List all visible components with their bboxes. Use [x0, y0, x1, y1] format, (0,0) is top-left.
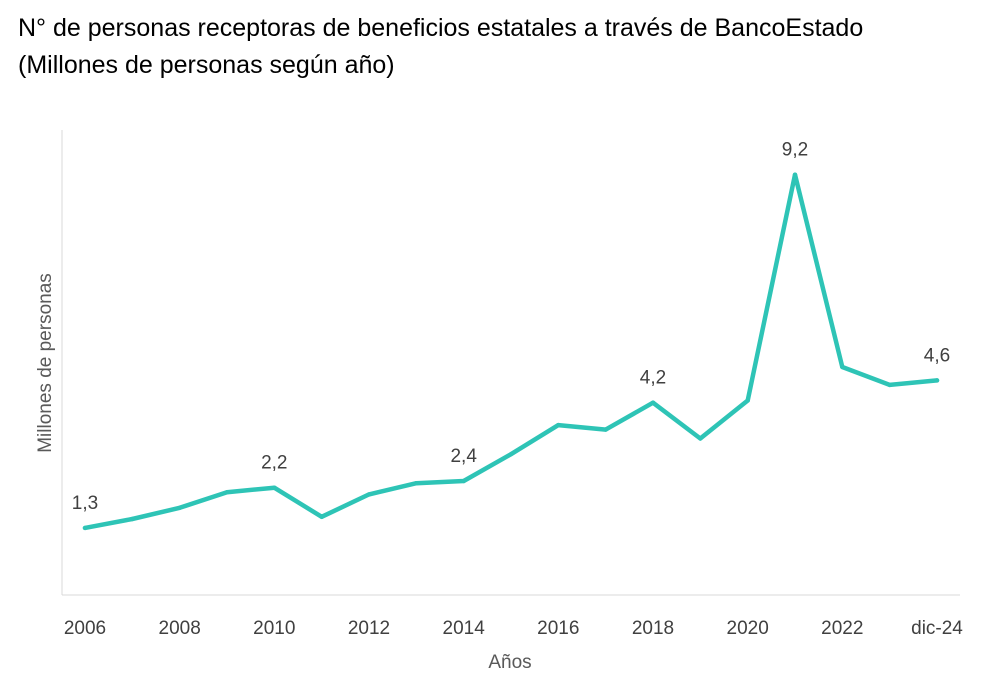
x-axis-title: Años — [488, 652, 531, 673]
x-tick-label-2010: 2010 — [253, 618, 295, 639]
y-axis-title: Millones de personas — [35, 273, 56, 453]
data-point-2012 — [366, 492, 372, 497]
data-point-2007 — [130, 516, 135, 522]
x-tick-label-2012: 2012 — [348, 618, 390, 639]
data-point-2013 — [414, 481, 419, 486]
data-point-2017 — [603, 427, 608, 432]
chart-axes — [61, 130, 960, 596]
data-label-2021: 9,2 — [782, 140, 808, 161]
x-tick-label-2014: 2014 — [443, 618, 486, 639]
chart-title: N° de personas receptoras de beneficios … — [18, 10, 863, 84]
data-point-2009 — [224, 490, 230, 495]
data-label-2014: 2,4 — [450, 446, 477, 467]
data-point-2020 — [745, 398, 750, 403]
x-tick-label-2006: 2006 — [64, 618, 106, 639]
data-point-2006 — [82, 525, 88, 531]
data-point-2021 — [792, 172, 798, 177]
data-points-layer — [82, 172, 940, 531]
data-point-2010 — [272, 485, 277, 490]
data-point-2015 — [508, 452, 514, 457]
data-labels-layer: 1,3 2,2 2,4 4,2 9,2 4,6 — [72, 140, 950, 514]
data-label-2018: 4,2 — [640, 368, 666, 389]
data-point-2022 — [840, 364, 845, 370]
data-label-dic-24: 4,6 — [924, 345, 950, 366]
x-tick-label-2018: 2018 — [632, 618, 674, 639]
data-point-2008 — [177, 505, 182, 510]
data-point-2023 — [887, 382, 892, 388]
data-label-2010: 2,2 — [261, 453, 287, 474]
x-tick-label-dic-24: dic-24 — [911, 618, 963, 639]
chart-title-line2: (Millones de personas según año) — [18, 51, 395, 79]
series-line — [82, 172, 940, 531]
data-point-2016 — [556, 422, 561, 428]
data-point-2011 — [319, 514, 324, 519]
data-point-2018 — [650, 400, 656, 405]
x-tick-label-2008: 2008 — [159, 618, 201, 639]
data-label-2006: 1,3 — [72, 493, 98, 514]
series-line-layer — [82, 172, 940, 531]
x-tick-label-2022: 2022 — [821, 618, 863, 639]
chart-title-line1: N° de personas receptoras de beneficios … — [18, 14, 864, 42]
x-tick-label-2016: 2016 — [537, 618, 579, 639]
x-tick-labels: 2006 2008 2010 2012 2014 2016 2018 2020 2022 dic-… — [64, 618, 963, 639]
data-point-2019 — [698, 436, 703, 441]
data-point-dic-24 — [934, 378, 940, 383]
data-point-2014 — [461, 478, 466, 484]
x-tick-label-2020: 2020 — [727, 618, 769, 639]
